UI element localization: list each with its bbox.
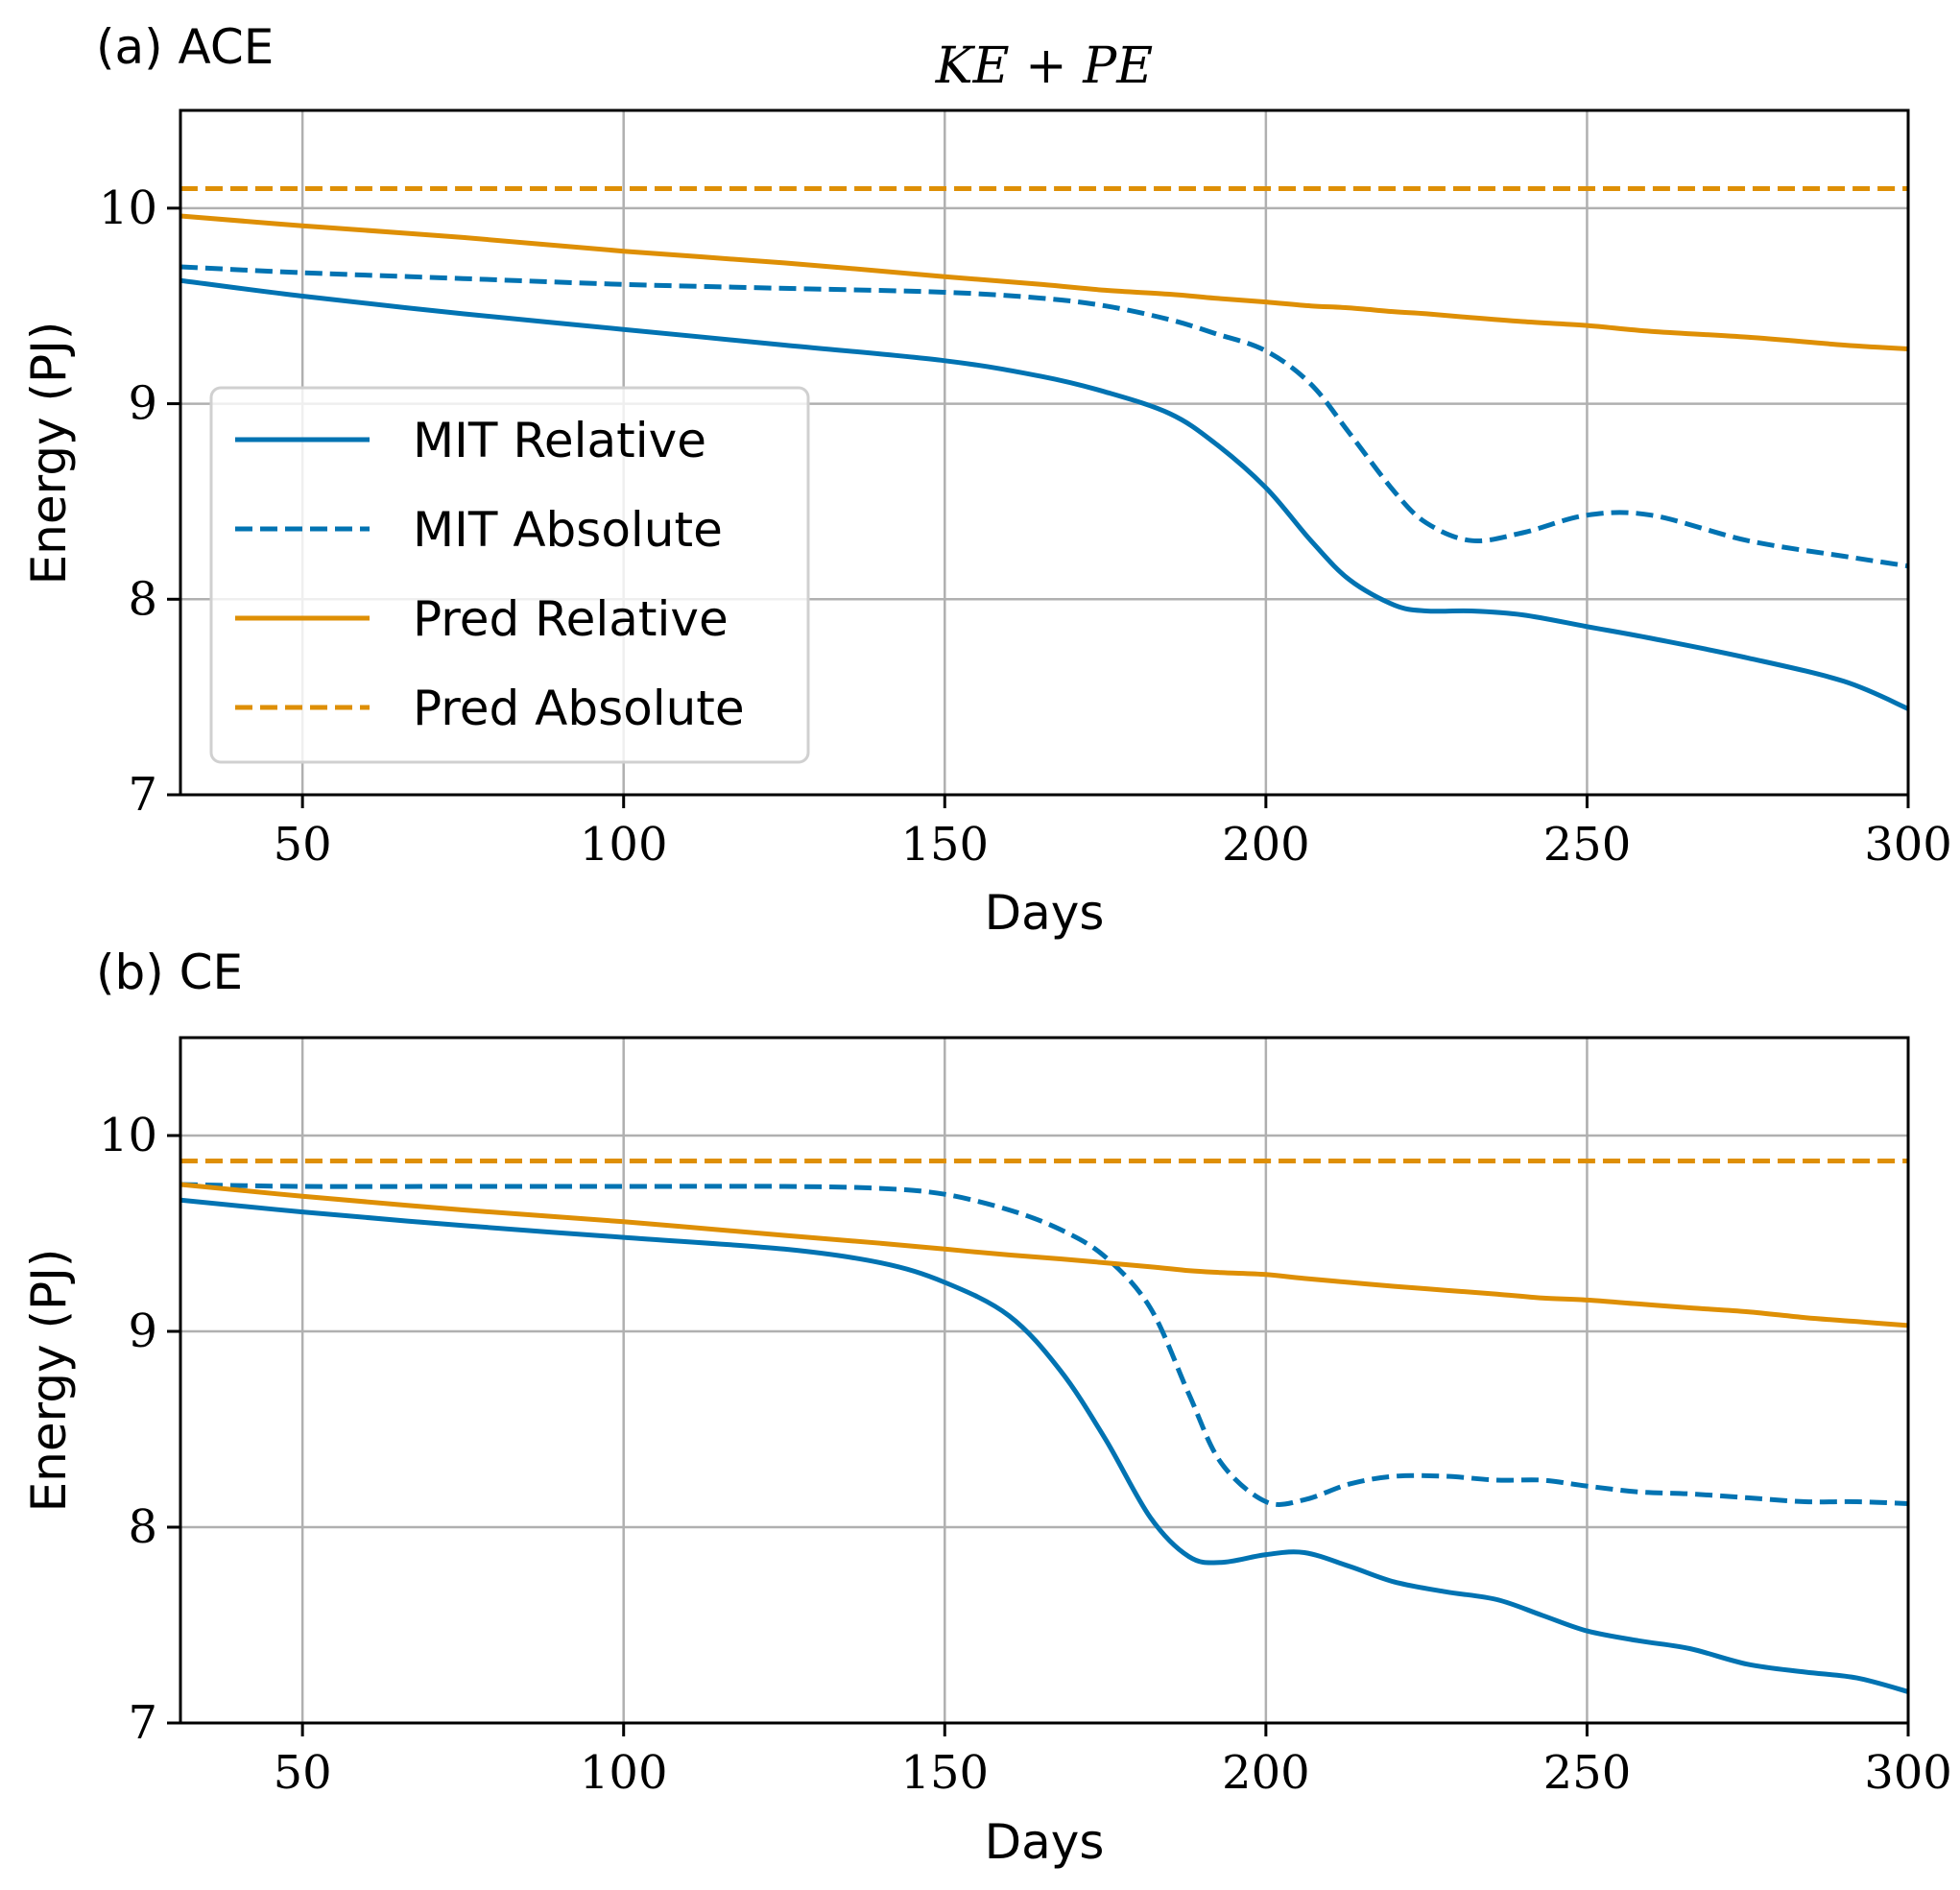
x-tick-label: 200 bbox=[1222, 1746, 1310, 1800]
figure-title: KE + PE bbox=[935, 37, 1153, 95]
series-line-pred-relative bbox=[180, 1182, 1908, 1328]
panel-a: (a) ACE 50 100 150 200 250 300 7 8 9 10 Days Ene… bbox=[21, 19, 1952, 941]
y-tick-label: 8 bbox=[128, 1500, 157, 1554]
y-axis: 7 8 9 10 bbox=[99, 1109, 180, 1750]
x-axis-label: Days bbox=[985, 1814, 1105, 1870]
series-line-mit-relative bbox=[180, 277, 1908, 711]
series-line-pred-relative bbox=[180, 213, 1908, 351]
panel-b: (b) CE 50 100 150 200 250 300 7 8 9 10 Days Ener… bbox=[21, 945, 1952, 1870]
legend-label: MIT Relative bbox=[413, 413, 706, 468]
legend-item: Pred Relative bbox=[235, 591, 729, 647]
x-tick-label: 150 bbox=[900, 1746, 989, 1800]
legend-label: Pred Relative bbox=[413, 591, 729, 647]
series-line-mit-absolute bbox=[180, 1182, 1908, 1507]
x-tick-label: 150 bbox=[900, 818, 989, 872]
legend-label: MIT Absolute bbox=[413, 502, 723, 558]
series-line-mit-absolute bbox=[180, 264, 1908, 569]
panel-label: (a) ACE bbox=[96, 19, 274, 75]
series-lines bbox=[180, 1158, 1908, 1694]
x-tick-label: 300 bbox=[1864, 818, 1952, 872]
y-tick-label: 10 bbox=[99, 1109, 157, 1162]
legend-box bbox=[209, 386, 810, 764]
y-axis: 7 8 9 10 bbox=[99, 181, 180, 822]
y-tick-label: 10 bbox=[99, 181, 157, 235]
y-tick-label: 7 bbox=[128, 1696, 157, 1750]
x-axis: 50 100 150 200 250 300 bbox=[274, 795, 1952, 872]
x-tick-label: 50 bbox=[274, 818, 332, 872]
y-tick-label: 9 bbox=[128, 377, 157, 431]
x-tick-label: 100 bbox=[580, 818, 668, 872]
legend-item: Pred Absolute bbox=[235, 681, 745, 736]
y-tick-label: 9 bbox=[128, 1304, 157, 1358]
x-tick-label: 250 bbox=[1543, 818, 1632, 872]
x-tick-label: 250 bbox=[1543, 1746, 1632, 1800]
legend-item: MIT Relative bbox=[235, 413, 706, 468]
y-tick-label: 8 bbox=[128, 572, 157, 626]
panel-label: (b) CE bbox=[96, 945, 243, 1000]
plot-frame bbox=[179, 1036, 1910, 1725]
legend-label: Pred Absolute bbox=[413, 681, 745, 736]
x-tick-label: 200 bbox=[1222, 818, 1310, 872]
x-tick-label: 300 bbox=[1864, 1746, 1952, 1800]
y-tick-label: 7 bbox=[128, 768, 157, 822]
series-lines bbox=[180, 185, 1908, 711]
x-tick-label: 50 bbox=[274, 1746, 332, 1800]
legend-item: MIT Absolute bbox=[235, 502, 723, 558]
legend: MIT Relative MIT Absolute Pred Relative Pre… bbox=[209, 386, 810, 764]
plot-frame bbox=[179, 108, 1910, 797]
y-axis-label: Energy (PJ) bbox=[21, 322, 77, 586]
x-axis: 50 100 150 200 250 300 bbox=[274, 1723, 1952, 1800]
x-axis-label: Days bbox=[985, 885, 1105, 941]
y-axis-label: Energy (PJ) bbox=[21, 1249, 77, 1513]
x-tick-label: 100 bbox=[580, 1746, 668, 1800]
series-line-mit-relative bbox=[180, 1197, 1908, 1694]
grid-lines bbox=[180, 1038, 1910, 1725]
